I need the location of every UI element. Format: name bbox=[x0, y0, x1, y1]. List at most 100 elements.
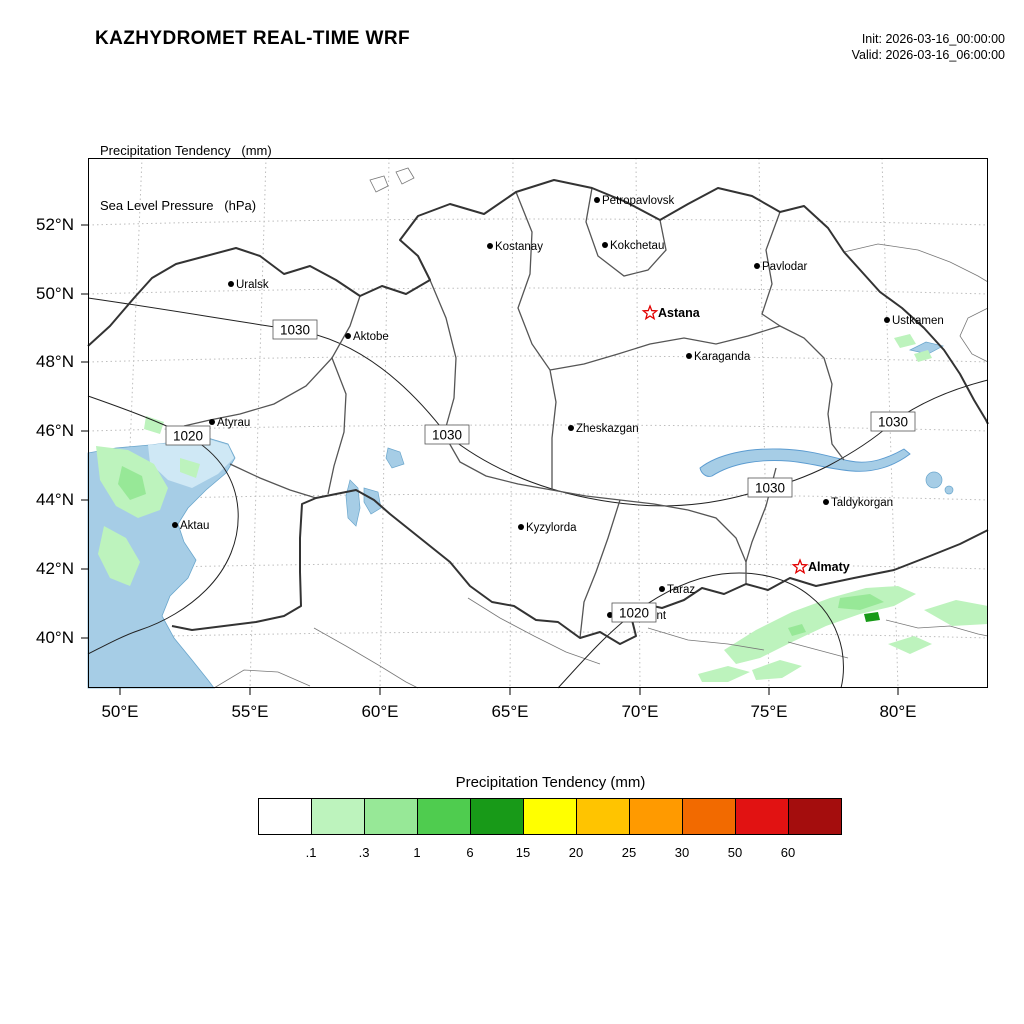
city-dot-icon bbox=[228, 281, 234, 287]
city-label: Zheskazgan bbox=[576, 423, 639, 435]
lat-label: 44°N bbox=[36, 490, 74, 509]
lake-sasykkol bbox=[944, 485, 954, 495]
pressure-label: 1020 bbox=[619, 606, 649, 621]
region-boundaries bbox=[183, 187, 845, 639]
isobar-1020-south bbox=[557, 572, 845, 689]
legend-color-box bbox=[523, 798, 577, 835]
minor-borders bbox=[213, 167, 989, 689]
city-dot-icon bbox=[659, 586, 665, 592]
legend-tick-label: 6 bbox=[466, 845, 474, 860]
city-label: Uralsk bbox=[236, 279, 269, 291]
city-dot-icon bbox=[754, 263, 760, 269]
city-label: Kostanay bbox=[495, 241, 543, 253]
city-label: Taraz bbox=[667, 584, 695, 596]
city-label: Taldykorgan bbox=[831, 497, 893, 509]
city-label: Astana bbox=[658, 306, 701, 320]
country-border bbox=[87, 179, 989, 645]
lon-label: 50°E bbox=[101, 702, 139, 721]
pressure-label: 1030 bbox=[432, 428, 462, 443]
small-lake bbox=[385, 447, 405, 469]
lat-label: 50°N bbox=[36, 284, 74, 303]
capital-star-icon bbox=[641, 304, 659, 321]
pressure-label-box bbox=[870, 411, 916, 432]
field-label-slp: Sea Level Pressure (hPa) bbox=[100, 197, 257, 213]
city-label: Aktau bbox=[180, 520, 209, 532]
legend-tick-label: 1 bbox=[413, 845, 421, 860]
legend-color-box bbox=[682, 798, 736, 835]
lon-label: 65°E bbox=[491, 702, 529, 721]
city-label: Kokchetau bbox=[610, 240, 664, 252]
city-dot-icon bbox=[172, 522, 178, 528]
aral-sea-east bbox=[363, 487, 382, 515]
legend-color-box bbox=[470, 798, 524, 835]
field-labels: Precipitation Tendency (mm) Sea Level Pr… bbox=[100, 106, 272, 252]
lat-label: 42°N bbox=[36, 559, 74, 578]
lat-label: 52°N bbox=[36, 215, 74, 234]
legend-tick-label: 20 bbox=[568, 845, 584, 860]
model-run-info: Init: 2026-03-16_00:00:00 Valid: 2026-03… bbox=[852, 31, 1005, 64]
map-canvas: Petropavlovsk Kostanay Kokchetau Pavlodar Ur… bbox=[81, 157, 989, 695]
city-label: Ustkamen bbox=[892, 315, 944, 327]
capital-star-icon bbox=[791, 558, 809, 575]
precipitation-shading bbox=[96, 334, 988, 682]
axis-ticks bbox=[81, 224, 899, 695]
map-area: Petropavlovsk Kostanay Kokchetau Pavlodar Ur… bbox=[81, 157, 989, 695]
lon-label: 75°E bbox=[750, 702, 788, 721]
city-dot-icon bbox=[602, 242, 608, 248]
init-time: Init: 2026-03-16_00:00:00 bbox=[861, 32, 1005, 46]
pressure-label: 1030 bbox=[755, 481, 785, 496]
pressure-label-box bbox=[272, 319, 318, 340]
city-label: Karaganda bbox=[694, 351, 751, 363]
legend-color-box bbox=[417, 798, 471, 835]
legend: .1 .3 1 6 15 20 25 30 50 60 bbox=[258, 798, 843, 860]
pressure-label: 1030 bbox=[878, 415, 908, 430]
legend-tick-label: .3 bbox=[358, 845, 370, 860]
page-title: KAZHYDROMET REAL-TIME WRF bbox=[95, 28, 411, 49]
city-label: Petropavlovsk bbox=[602, 195, 674, 207]
pressure-label: 1020 bbox=[173, 429, 203, 444]
legend-tick-label: 60 bbox=[780, 845, 796, 860]
legend-color-box bbox=[258, 798, 312, 835]
lake-alakol bbox=[925, 471, 943, 489]
legend-tick-label: 15 bbox=[515, 845, 531, 860]
valid-time: Valid: 2026-03-16_06:00:00 bbox=[851, 48, 1005, 63]
city-label: Pavlodar bbox=[762, 261, 808, 273]
city-dot-icon bbox=[487, 243, 493, 249]
legend-tick-label: 30 bbox=[674, 845, 690, 860]
lon-label: 80°E bbox=[879, 702, 917, 721]
lake-balkhash bbox=[699, 448, 911, 477]
legend-color-box bbox=[788, 798, 842, 835]
pressure-label-box bbox=[747, 477, 793, 498]
city-dot-icon bbox=[686, 353, 692, 359]
legend-title: Precipitation Tendency (mm) bbox=[455, 774, 646, 791]
lon-label: 60°E bbox=[361, 702, 399, 721]
city-dot-icon bbox=[594, 197, 600, 203]
city-dot-icon bbox=[607, 612, 613, 618]
lat-label: 46°N bbox=[36, 421, 74, 440]
legend-color-box bbox=[576, 798, 630, 835]
legend-tick-label: .1 bbox=[305, 845, 317, 860]
city-label: Atyrau bbox=[217, 417, 250, 429]
city-dot-icon bbox=[823, 499, 829, 505]
legend-colorbar bbox=[258, 798, 843, 835]
pressure-label: 1030 bbox=[280, 323, 310, 338]
pressure-label-box bbox=[611, 602, 657, 623]
field-label-precip: Precipitation Tendency (mm) bbox=[100, 143, 272, 159]
city-dot-icon bbox=[345, 333, 351, 339]
lon-label: 55°E bbox=[231, 702, 269, 721]
city-markers: Petropavlovsk Kostanay Kokchetau Pavlodar Ur… bbox=[172, 195, 944, 622]
pressure-label-box bbox=[424, 424, 470, 445]
water-bodies bbox=[87, 341, 954, 689]
city-label: Almaty bbox=[808, 560, 850, 574]
city-dot-icon bbox=[568, 425, 574, 431]
city-label: Aktobe bbox=[353, 331, 389, 343]
city-dot-icon bbox=[518, 524, 524, 530]
pressure-labels: 1030 1030 1030 1030 1020 1020 bbox=[165, 319, 916, 623]
pressure-label-box bbox=[165, 425, 211, 446]
lat-label: 40°N bbox=[36, 628, 74, 647]
legend-color-box bbox=[364, 798, 418, 835]
legend-color-box bbox=[735, 798, 789, 835]
legend-tick-label: 50 bbox=[727, 845, 743, 860]
city-label: Kyzylorda bbox=[526, 522, 577, 534]
legend-tick-label: 25 bbox=[621, 845, 637, 860]
